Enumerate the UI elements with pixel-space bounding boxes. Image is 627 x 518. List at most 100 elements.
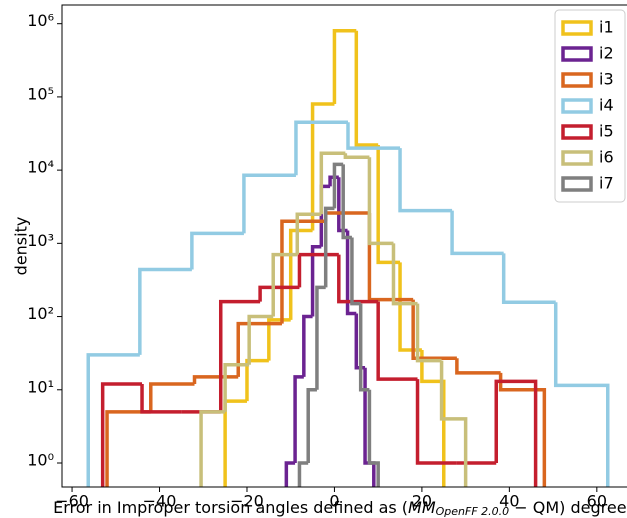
histogram-bin (288, 228, 313, 320)
histogram-bin (236, 321, 282, 377)
histogram-bin (294, 120, 348, 176)
histogram-bin (391, 243, 418, 306)
y-tick-label: 10¹ (27, 377, 54, 396)
histogram-bin (138, 267, 192, 355)
x-tick-label: −20 (230, 492, 264, 511)
histogram-bin (223, 399, 247, 487)
histogram-bin (310, 244, 322, 317)
axes-frame (61, 4, 627, 488)
x-label-sub: OpenFF 2.0.0 (436, 505, 510, 518)
legend-label: i5 (599, 122, 614, 141)
histogram-bin (306, 388, 317, 463)
histogram-bin (86, 353, 140, 487)
histogram-bin (245, 358, 269, 402)
x-label-mm: MM (408, 498, 436, 517)
histogram-bin (105, 410, 151, 487)
x-label-text: Error in Improper torsion angles defined… (53, 498, 408, 517)
legend-label: i3 (599, 70, 614, 89)
histogram-bin (367, 212, 414, 302)
histogram-bin (295, 212, 322, 255)
histogram-bin (323, 211, 370, 222)
histogram-bin (350, 237, 361, 306)
x-label-text: − QM) degrees (509, 498, 627, 517)
legend-swatch (561, 124, 593, 140)
legend-label: i2 (599, 44, 614, 63)
histogram-bin (323, 206, 335, 288)
histogram-bin (190, 231, 244, 270)
histogram-series (86, 120, 610, 487)
histogram-bin (218, 299, 261, 412)
histogram-bin (367, 389, 380, 487)
histogram-bin (315, 285, 326, 390)
histogram-bin (149, 382, 195, 412)
histogram-bin (223, 362, 250, 412)
histogram-bin (284, 461, 296, 487)
legend-swatch (561, 98, 593, 114)
histogram-bin (247, 314, 274, 365)
histogram-bin (415, 379, 457, 465)
histogram-bin (267, 318, 291, 361)
histogram-bin (553, 302, 610, 487)
y-tick-label: 10³ (27, 231, 54, 250)
histogram-bin (345, 230, 357, 316)
x-tick-label: −40 (143, 492, 177, 511)
histogram-bin (192, 375, 239, 384)
legend-swatch (561, 176, 593, 192)
histogram-bin (293, 375, 304, 463)
histogram-series (199, 151, 468, 487)
histogram-bin (199, 410, 226, 487)
histogram-bin (310, 102, 335, 231)
histogram-bin (302, 314, 313, 377)
legend-swatch (561, 20, 593, 36)
legend-label: i4 (599, 96, 614, 115)
histogram-bin (455, 358, 501, 375)
x-tick-label: 60 (587, 492, 607, 511)
histogram-series (297, 162, 380, 487)
legend-swatch (561, 46, 593, 62)
histogram-bin (354, 30, 379, 147)
histogram-bin (100, 382, 143, 487)
x-tick-label: 40 (499, 492, 519, 511)
legend-swatch (561, 150, 593, 166)
histogram-bin (337, 254, 379, 304)
histogram-bin (376, 301, 418, 381)
histogram-bin (439, 360, 468, 487)
legend-label: i7 (599, 174, 614, 193)
y-tick-label: 10⁵ (27, 84, 54, 103)
histogram-bin (420, 349, 446, 487)
histogram-bin (271, 252, 298, 317)
x-tick-label: 20 (412, 492, 432, 511)
histogram-bin (332, 162, 344, 209)
histogram-bin (140, 383, 182, 414)
y-tick-label: 10⁰ (27, 450, 54, 469)
y-tick-label: 10² (27, 304, 54, 323)
histogram-bin (341, 164, 352, 240)
y-axis-label: density (12, 217, 31, 276)
histogram-bin (450, 210, 504, 256)
legend-swatch (561, 72, 593, 88)
histogram-bin (411, 299, 457, 360)
x-axis-label: Error in Improper torsion angles defined… (53, 498, 627, 518)
histogram-bin (346, 122, 401, 150)
histogram-bin (297, 252, 339, 288)
histogram-bin (498, 372, 547, 487)
x-tick-label: 0 (329, 492, 339, 511)
histogram-bin (242, 173, 296, 234)
histogram-bin (398, 148, 453, 213)
histogram-series (223, 29, 446, 487)
legend-label: i6 (599, 148, 614, 167)
x-tick-label: −60 (55, 492, 89, 511)
y-tick-label: 10⁶ (27, 11, 54, 30)
histogram-bin (280, 219, 326, 324)
histogram-bin (297, 461, 309, 487)
histogram-series (100, 252, 538, 487)
histogram-bin (319, 151, 346, 215)
legend-label: i1 (599, 18, 614, 37)
histogram-bin (258, 285, 300, 302)
histogram-bin (501, 253, 556, 304)
histogram-bin (332, 29, 357, 105)
histogram-bin (494, 379, 538, 487)
histogram-bin (367, 157, 394, 246)
y-tick-label: 10⁴ (27, 158, 54, 177)
